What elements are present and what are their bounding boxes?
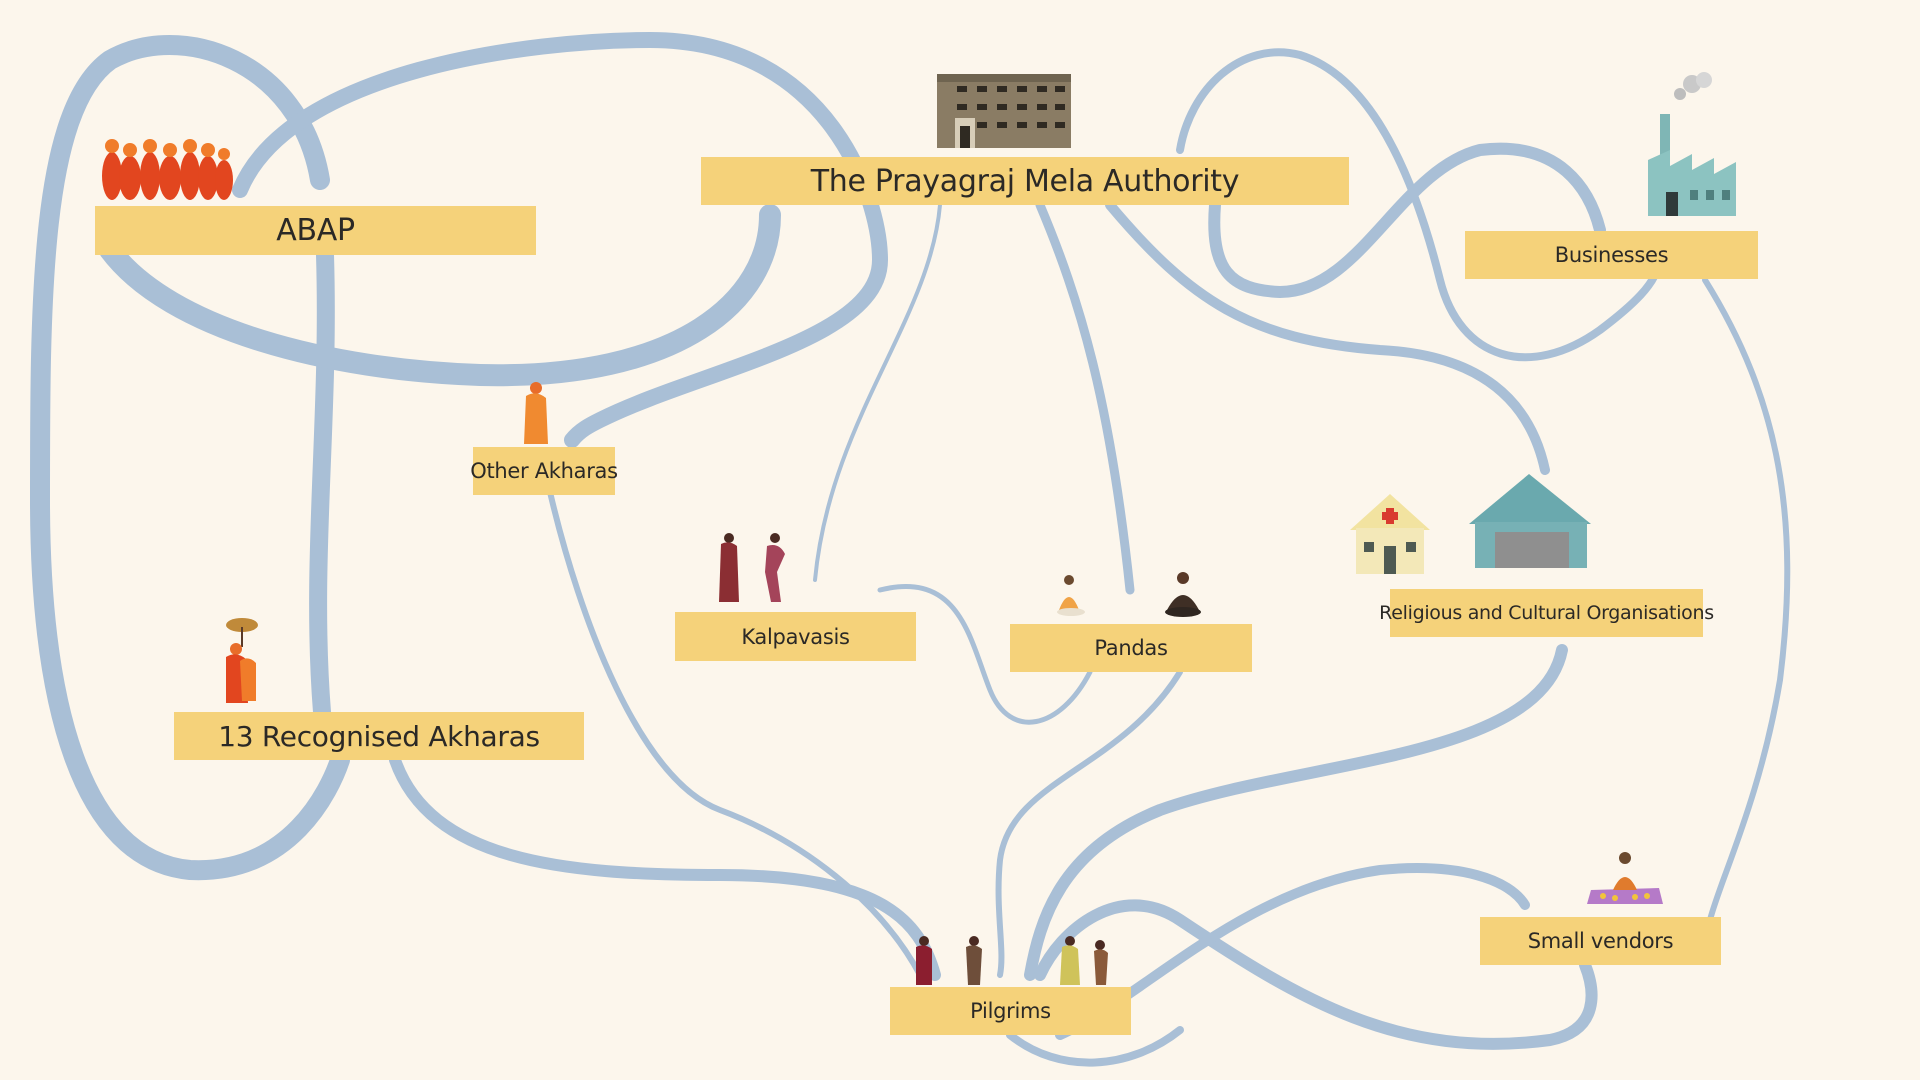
abap-sadhus-illustration: [102, 139, 233, 200]
flow-abap-to-recognised: [309, 246, 335, 721]
node-label: Religious and Cultural Organisations: [1379, 602, 1714, 624]
node-abap: ABAP: [95, 206, 536, 255]
flow-religious-pilgrims: [1024, 644, 1568, 981]
node-label: The Prayagraj Mela Authority: [810, 163, 1240, 199]
node-label: Pilgrims: [970, 999, 1051, 1023]
node-pandas: Pandas: [1010, 624, 1252, 672]
node-label: Kalpavasis: [741, 624, 850, 649]
node-pilgrims: Pilgrims: [890, 987, 1131, 1035]
flow-authority-religious: [1105, 200, 1550, 475]
node-label: 13 Recognised Akharas: [218, 719, 540, 753]
flow-pilgrims-vendors-bottom: [1006, 1026, 1184, 1067]
flow-abap-outer-loop: [29, 35, 350, 881]
node-label: Businesses: [1554, 243, 1669, 267]
flow-authority-businesses-loop: [1208, 142, 1606, 299]
node-label: Other Akharas: [470, 459, 618, 483]
flow-pilgrims-vendors-lower: [1034, 899, 1598, 1050]
pilgrims-illustration: [916, 936, 1108, 985]
flow-businesses-vendors: [1702, 277, 1791, 923]
flow-pandas-pilgrims: [995, 669, 1183, 978]
flow-authority-kalpavasis: [813, 203, 942, 582]
flow-kalpavasis-pandas: [877, 584, 1093, 725]
flow-recognised-pilgrims: [389, 754, 941, 981]
node-label: Pandas: [1094, 636, 1168, 660]
other-akharas-sadhu-illustration: [524, 382, 548, 444]
recognised-akharas-illustration: [226, 618, 258, 703]
flow-abap-sweep: [99, 204, 781, 387]
flow-other-akharas-pilgrims: [547, 489, 923, 978]
node-kalpavasis: Kalpavasis: [675, 612, 916, 661]
flow-authority-top-loop: [1176, 48, 1659, 362]
node-13-recognised-akharas: 13 Recognised Akharas: [174, 712, 584, 760]
kalpavasis-illustration: [719, 533, 785, 602]
node-prayagraj-mela-authority: The Prayagraj Mela Authority: [701, 157, 1349, 205]
factory-illustration: [1648, 72, 1736, 216]
pandas-illustration: [1057, 572, 1201, 617]
node-religious-cultural-organisations: Religious and Cultural Organisations: [1379, 589, 1714, 637]
node-label: ABAP: [276, 213, 355, 248]
node-other-akharas: Other Akharas: [470, 447, 618, 495]
node-small-vendors: Small vendors: [1480, 917, 1721, 965]
vendor-illustration: [1587, 852, 1663, 904]
pavilion-tent-illustration: [1469, 474, 1591, 568]
authority-building-illustration: [937, 74, 1071, 148]
node-label: Small vendors: [1527, 929, 1674, 953]
medical-tent-illustration: [1350, 494, 1430, 574]
node-businesses: Businesses: [1465, 231, 1758, 279]
flow-authority-pandas: [1035, 200, 1135, 595]
